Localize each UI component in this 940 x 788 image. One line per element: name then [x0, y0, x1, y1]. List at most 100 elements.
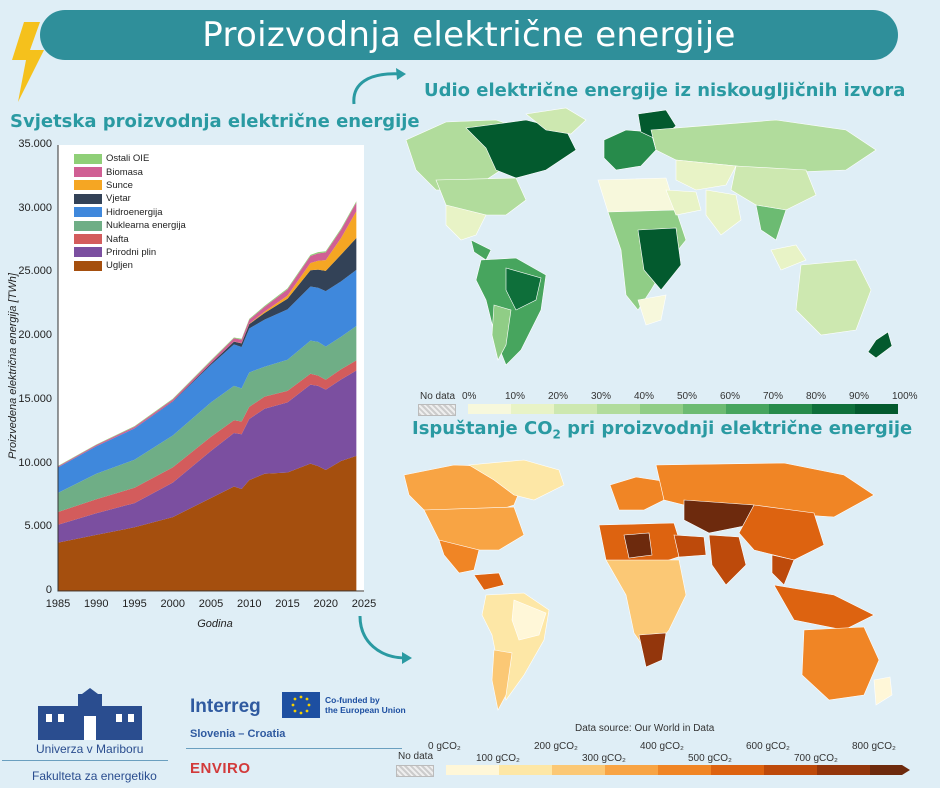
legend-label: Prirodni plin	[106, 246, 157, 258]
legend-item: Hidroenergija	[74, 206, 186, 219]
scale-swatch	[683, 404, 726, 414]
map2-scale-label: 800 gCO₂	[852, 741, 896, 752]
legend-swatch	[74, 153, 102, 164]
y-tick-label: 5.000	[24, 520, 52, 533]
scale-swatch	[726, 404, 769, 414]
y-tick-label: 25.000	[18, 265, 52, 278]
legend-label: Hidroenergija	[106, 206, 163, 218]
y-tick-label: 10.000	[18, 456, 52, 469]
x-tick-label: 2015	[275, 598, 300, 610]
area-series-2	[58, 360, 357, 525]
scale-swatch	[658, 765, 711, 775]
map2-nodata-label: No data	[398, 751, 434, 762]
legend-item: Biomasa	[74, 165, 186, 178]
arrow-to-map2-icon	[358, 615, 412, 664]
map1-scale-label: 80%	[806, 391, 827, 402]
map2-nodata-swatch	[396, 765, 434, 777]
map2-color-scale	[446, 765, 910, 775]
y-tick-label: 20.000	[18, 329, 52, 342]
legend-label: Sunce	[106, 179, 133, 191]
legend-item: Sunce	[74, 179, 186, 192]
x-tick-label: 2005	[198, 598, 224, 610]
region-label: Slovenia – Croatia	[190, 728, 286, 740]
eu-cofunded-text: Co-funded by the European Union	[325, 695, 406, 715]
x-tick-label: 2010	[237, 598, 262, 610]
area-series-0	[58, 455, 357, 591]
scale-swatch	[499, 765, 552, 775]
area-series-4	[58, 269, 357, 493]
data-source-label: Data source: Our World in Data	[575, 723, 715, 734]
legend-swatch	[74, 207, 102, 218]
legend-swatch	[74, 167, 102, 178]
map2-scale-label: 400 gCO₂	[640, 741, 684, 752]
legend-item: Vjetar	[74, 192, 186, 205]
chart-legend: Ostali OIE Biomasa Sunce Vjetar Hidroenergij…	[74, 152, 186, 273]
legend-swatch	[74, 193, 102, 204]
legend-label: Vjetar	[106, 193, 131, 205]
project-name: ENVIRO	[190, 760, 251, 777]
legend-label: Ugljen	[106, 260, 133, 272]
y-axis-label: Proizvedena električna energija [TWh]	[7, 273, 19, 459]
scale-swatch	[817, 765, 870, 775]
y-tick-label: 15.000	[18, 392, 52, 405]
y-tick-label: 35.000	[18, 138, 52, 150]
scale-swatch	[511, 404, 554, 414]
title-banner: Proizvodnja električne energije	[40, 10, 898, 60]
legend-item: Ostali OIE	[74, 152, 186, 165]
area-series-1	[58, 370, 357, 543]
map2-scale-label: 200 gCO₂	[534, 741, 578, 752]
faculty-name: Fakulteta za energetiko	[32, 769, 157, 783]
footer-divider-mid	[186, 748, 402, 749]
area-series-3	[58, 325, 357, 512]
legend-swatch	[74, 234, 102, 245]
y-tick-label: 30.000	[18, 201, 52, 214]
map1-nodata-swatch	[418, 404, 456, 416]
chart-axes	[57, 145, 364, 592]
chart-section-title: Svjetska proizvodnja električne energije	[10, 111, 420, 132]
map1-scale-label: 10%	[505, 391, 526, 402]
scale-swatch	[640, 404, 683, 414]
page-title: Proizvodnja električne energije	[202, 15, 736, 55]
map1-color-scale	[468, 404, 898, 414]
map1-nodata-label: No data	[420, 391, 456, 402]
map1-scale-label: 90%	[849, 391, 870, 402]
scale-swatch	[764, 765, 817, 775]
map2-scale-label: 500 gCO₂	[688, 753, 732, 764]
legend-item: Prirodni plin	[74, 246, 186, 259]
scale-swatch	[870, 765, 910, 775]
y-tick-label: 0	[45, 584, 52, 596]
map1-scale-label: 30%	[591, 391, 612, 402]
scale-swatch	[597, 404, 640, 414]
scale-swatch	[711, 765, 764, 775]
x-tick-label: 1995	[122, 598, 147, 610]
x-tick-label: 2025	[351, 598, 377, 610]
map1-scale-label: 60%	[720, 391, 741, 402]
legend-item: Ugljen	[74, 259, 186, 272]
map2-scale-label: 300 gCO₂	[582, 753, 626, 764]
map2-scale-label: 700 gCO₂	[794, 753, 838, 764]
map1-section-title: Udio električne energije iz niskougljičn…	[424, 80, 906, 101]
map1-scale-label: 40%	[634, 391, 655, 402]
legend-swatch	[74, 220, 102, 231]
legend-item: Nafta	[74, 232, 186, 245]
legend-label: Ostali OIE	[106, 153, 150, 165]
legend-item: Nuklearna energija	[74, 219, 186, 232]
scale-swatch	[468, 404, 511, 414]
map2-scale-label: 100 gCO₂	[476, 753, 520, 764]
legend-swatch	[74, 180, 102, 191]
scale-swatch	[605, 765, 658, 775]
legend-swatch	[74, 247, 102, 258]
low-carbon-share-map	[405, 107, 893, 366]
legend-label: Nafta	[106, 233, 129, 245]
university-logo-icon	[38, 688, 142, 740]
x-tick-label: 1985	[45, 598, 71, 610]
legend-label: Nuklearna energija	[106, 220, 186, 232]
university-name: Univerza v Mariboru	[36, 742, 144, 756]
x-tick-label: 2000	[160, 598, 185, 610]
map1-scale-label: 0%	[462, 391, 477, 402]
arrow-to-map1-icon	[352, 68, 406, 105]
x-tick-label: 1990	[84, 598, 109, 610]
lightning-bolt-icon	[12, 22, 44, 102]
scale-swatch	[769, 404, 812, 414]
